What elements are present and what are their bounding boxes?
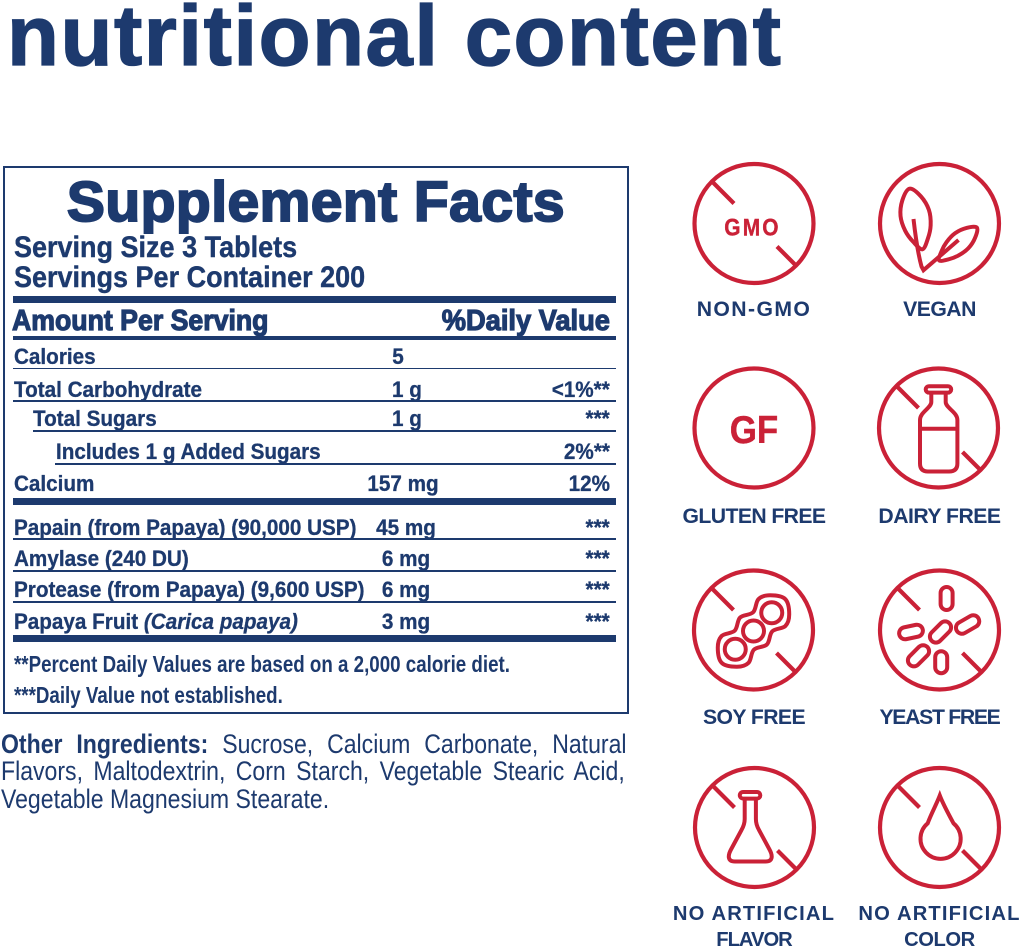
svg-text:GMO: GMO <box>724 214 781 241</box>
svg-text:GF: GF <box>730 409 779 452</box>
